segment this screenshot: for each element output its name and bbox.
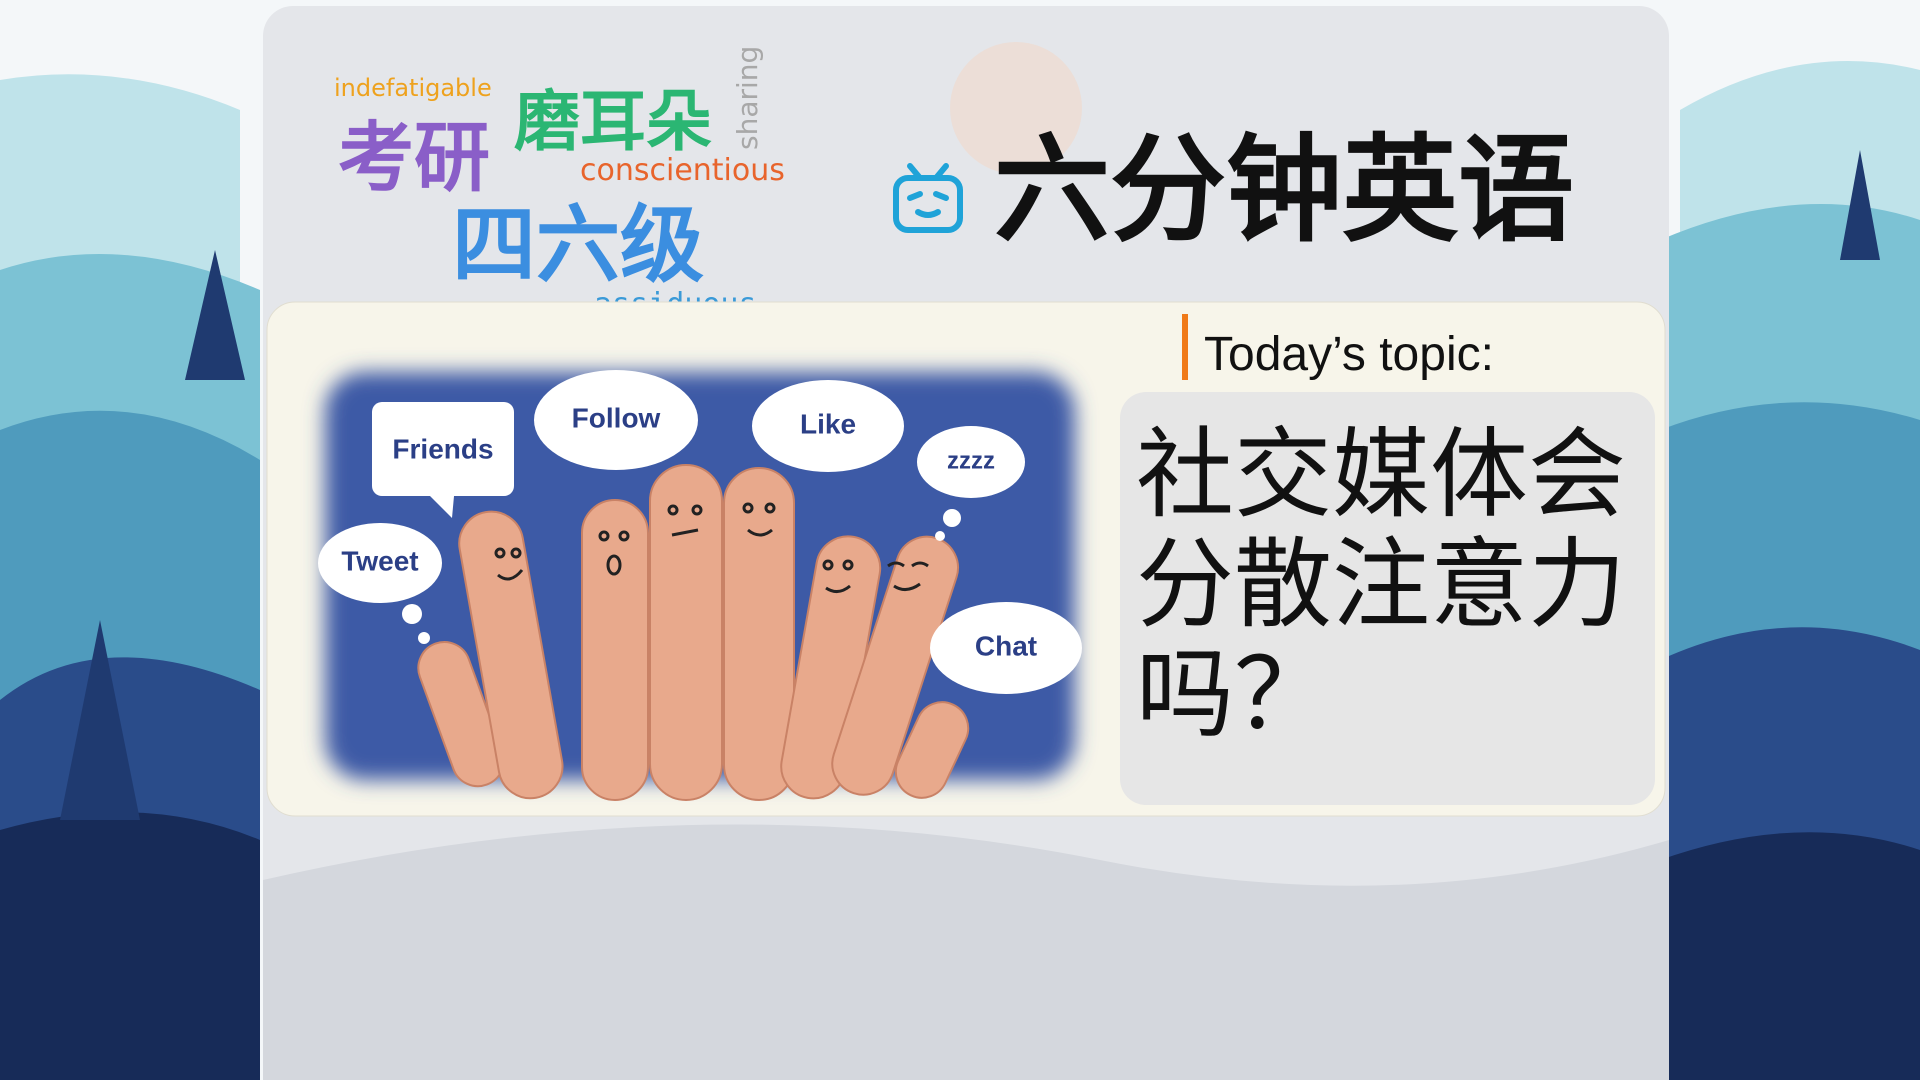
word: 考研 (338, 113, 490, 202)
bubble-text: Tweet (341, 545, 418, 576)
word: indefatigable (334, 74, 492, 102)
word-cloud: indefatigable 考研 磨耳朵 sharing conscientio… (334, 46, 785, 322)
bubble-text: Chat (975, 630, 1037, 661)
bubble-text: Like (800, 408, 856, 439)
bubble-text: zzzz (947, 447, 995, 474)
word: 四六级 (452, 196, 704, 294)
topic-label: Today’s topic: (1204, 328, 1494, 381)
logo-icon (893, 163, 963, 233)
topic-box (1120, 392, 1655, 805)
topic-text: 社交媒体会 分散注意力 吗？ (1136, 418, 1626, 752)
word: sharing (731, 46, 764, 150)
accent-bar (1182, 314, 1188, 380)
bubble-text: Friends (392, 433, 493, 464)
photo: Friends Follow Like zzzz Tweet Chat (318, 370, 1082, 801)
topic-line: 分散注意力 (1136, 528, 1626, 642)
word: conscientious (580, 153, 785, 188)
topic-line: 吗？ (1136, 638, 1332, 752)
title: 六分钟英语 (994, 123, 1574, 258)
word: 磨耳朵 (514, 83, 712, 160)
hill-darkest (0, 812, 1920, 1080)
bubble-text: Follow (572, 402, 661, 433)
topic-line: 社交媒体会 (1136, 418, 1626, 532)
panel-hill (263, 824, 1669, 1080)
sun (950, 42, 1082, 174)
